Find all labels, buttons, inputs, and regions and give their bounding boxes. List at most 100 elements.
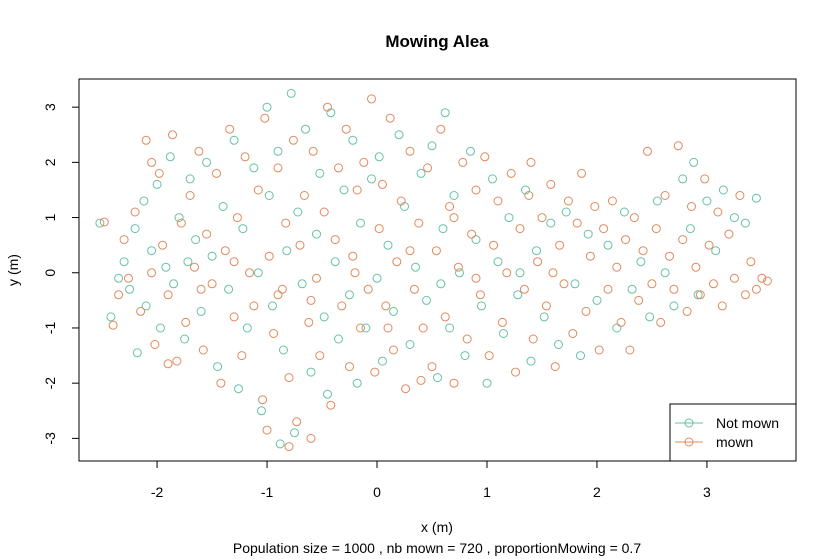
data-point bbox=[665, 251, 674, 261]
data-point bbox=[513, 290, 523, 300]
data-point bbox=[757, 273, 767, 283]
data-point bbox=[367, 174, 376, 184]
data-point bbox=[202, 229, 212, 239]
data-point bbox=[152, 179, 162, 189]
data-point bbox=[526, 157, 536, 167]
data-point bbox=[526, 356, 536, 366]
data-point bbox=[212, 168, 221, 178]
data-point bbox=[687, 202, 696, 211]
data-point bbox=[594, 345, 604, 355]
data-point bbox=[334, 163, 343, 173]
data-point bbox=[356, 323, 365, 333]
data-point bbox=[315, 351, 325, 361]
data-point bbox=[693, 290, 703, 300]
data-point bbox=[220, 246, 230, 256]
data-point bbox=[740, 290, 750, 300]
data-point bbox=[405, 246, 415, 256]
data-point bbox=[154, 168, 164, 178]
data-point bbox=[253, 268, 263, 278]
data-point bbox=[207, 251, 217, 261]
data-point bbox=[181, 317, 191, 327]
data-point bbox=[449, 191, 459, 200]
data-point bbox=[634, 295, 644, 305]
data-point bbox=[334, 334, 343, 344]
data-point bbox=[130, 224, 140, 234]
y-tick-label: 0 bbox=[42, 269, 58, 277]
data-point bbox=[218, 202, 228, 211]
data-point bbox=[678, 235, 688, 245]
data-point bbox=[185, 174, 195, 184]
data-point bbox=[225, 124, 235, 134]
data-point bbox=[422, 295, 431, 305]
data-point bbox=[306, 433, 316, 443]
data-point bbox=[438, 224, 448, 234]
data-point bbox=[341, 124, 351, 134]
data-point bbox=[359, 157, 369, 167]
data-point bbox=[378, 179, 387, 189]
data-point bbox=[273, 163, 283, 173]
data-point bbox=[541, 301, 551, 311]
data-point bbox=[717, 301, 727, 311]
data-point bbox=[436, 124, 446, 134]
data-point bbox=[95, 218, 105, 228]
data-point bbox=[592, 295, 602, 305]
data-point bbox=[656, 317, 666, 327]
data-point bbox=[273, 146, 283, 156]
data-point bbox=[284, 373, 294, 383]
data-point bbox=[471, 235, 481, 245]
data-point bbox=[409, 284, 419, 294]
data-point bbox=[264, 251, 274, 261]
series-1 bbox=[99, 94, 772, 452]
data-point bbox=[621, 235, 630, 245]
y-tick-label: -3 bbox=[42, 432, 58, 445]
points-layer bbox=[95, 88, 772, 452]
data-point bbox=[158, 240, 168, 250]
data-point bbox=[264, 191, 274, 200]
data-point bbox=[669, 284, 679, 294]
data-point bbox=[506, 168, 516, 178]
data-point bbox=[555, 240, 565, 250]
data-point bbox=[751, 284, 761, 294]
data-point bbox=[385, 113, 395, 123]
data-point bbox=[445, 202, 455, 211]
data-point bbox=[493, 257, 503, 267]
data-point bbox=[539, 312, 549, 322]
x-tick-label: -2 bbox=[151, 484, 164, 500]
data-point bbox=[383, 240, 393, 250]
data-point bbox=[363, 284, 373, 294]
data-point bbox=[288, 135, 298, 145]
data-point bbox=[678, 174, 688, 184]
data-point bbox=[196, 306, 206, 316]
data-point bbox=[147, 268, 157, 278]
data-point bbox=[297, 279, 307, 289]
data-point bbox=[445, 323, 455, 333]
data-point bbox=[499, 329, 508, 338]
data-point bbox=[603, 284, 613, 294]
data-point bbox=[546, 179, 556, 189]
data-point bbox=[281, 218, 291, 228]
data-point bbox=[660, 268, 670, 278]
data-point bbox=[554, 340, 563, 349]
data-point bbox=[482, 378, 492, 388]
data-point bbox=[213, 362, 223, 372]
data-point bbox=[99, 217, 109, 227]
legend-label-not-mown: Not mown bbox=[716, 415, 779, 431]
data-point bbox=[652, 196, 662, 206]
data-point bbox=[389, 345, 398, 355]
data-point bbox=[484, 351, 494, 361]
data-point bbox=[345, 362, 354, 372]
data-point bbox=[471, 185, 481, 195]
data-point bbox=[190, 262, 199, 272]
data-point bbox=[689, 157, 699, 167]
data-point bbox=[125, 284, 135, 294]
data-point bbox=[323, 102, 332, 112]
data-point bbox=[163, 359, 173, 369]
data-point bbox=[330, 257, 340, 267]
x-tick-label: 2 bbox=[593, 484, 601, 500]
legend-marker-not-mown bbox=[684, 418, 694, 428]
data-point bbox=[453, 262, 463, 272]
data-point bbox=[537, 213, 547, 223]
data-point bbox=[405, 146, 415, 156]
data-point bbox=[315, 168, 325, 178]
data-point bbox=[323, 389, 332, 399]
